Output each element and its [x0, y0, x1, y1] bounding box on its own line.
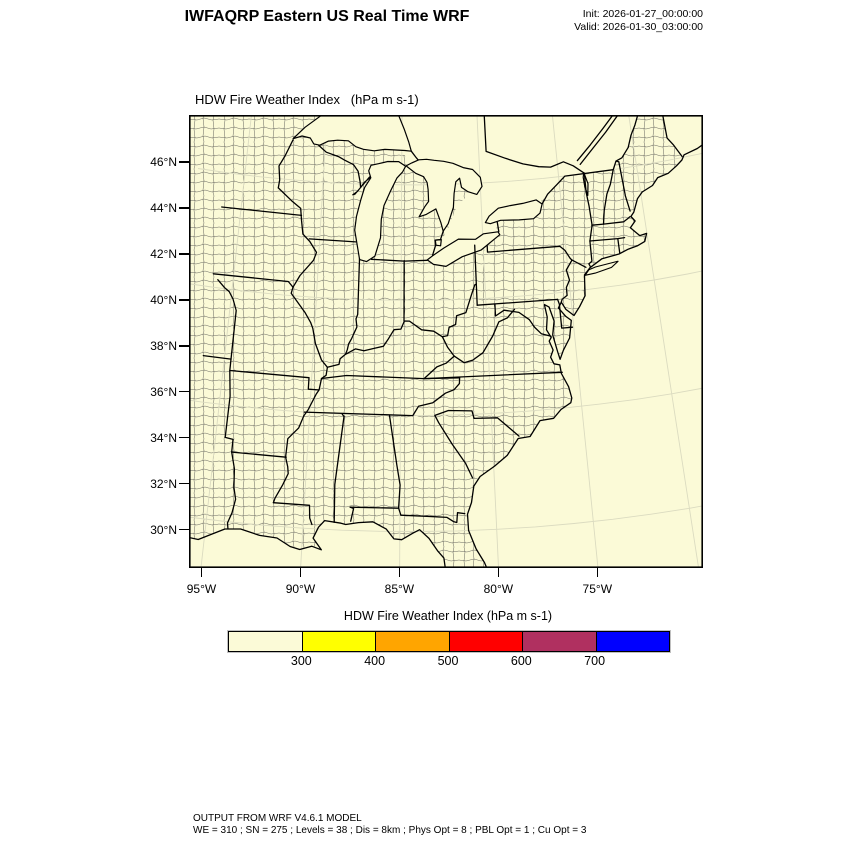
colorbar-segment — [449, 632, 523, 651]
lon-tick — [596, 568, 599, 577]
lat-tick-label: 42°N — [150, 246, 177, 261]
lat-tick — [179, 436, 189, 439]
colorbar-segment — [523, 632, 597, 651]
footer-line2: WE = 310 ; SN = 275 ; Levels = 38 ; Dis … — [193, 825, 587, 837]
lon-tick-label: 85°W — [384, 582, 415, 596]
lon-tick-label: 90°W — [285, 582, 316, 596]
colorbar-segment — [376, 632, 450, 651]
colorbar-tick-label: 700 — [584, 654, 606, 668]
colorbar-segment — [229, 632, 303, 651]
colorbar-segment — [302, 632, 376, 651]
lat-tick — [179, 298, 189, 301]
page-title: IWFAQRP Eastern US Real Time WRF — [184, 8, 470, 25]
lat-tick-label: 44°N — [150, 200, 177, 215]
lat-tick — [179, 482, 189, 485]
lon-tick — [398, 568, 401, 577]
map-figure — [189, 115, 703, 568]
lat-tick-label: 34°N — [150, 430, 177, 445]
lon-tick — [497, 568, 500, 577]
lon-tick — [200, 568, 203, 577]
lat-tick-label: 30°N — [150, 522, 177, 537]
colorbar-tick-label: 600 — [510, 654, 532, 668]
lat-tick — [179, 207, 189, 209]
lon-tick-label: 80°W — [483, 582, 514, 596]
lat-tick — [179, 252, 189, 255]
lat-tick-label: 38°N — [150, 338, 177, 353]
colorbar-tick-label: 400 — [364, 654, 386, 668]
colorbar — [227, 630, 671, 653]
lat-tick-label: 40°N — [150, 292, 177, 307]
colorbar-tick-label: 500 — [437, 654, 459, 668]
footer-note: OUTPUT FROM WRF V4.6.1 MODEL WE = 310 ; … — [193, 813, 586, 838]
footer-line1: OUTPUT FROM WRF V4.6.1 MODEL — [193, 813, 362, 824]
valid-time-label: Valid: 2026-01-30_03:00:00 — [574, 20, 703, 33]
colorbar-title: HDW Fire Weather Index (hPa m s-1) — [343, 609, 553, 623]
lon-tick-label: 75°W — [582, 582, 613, 596]
map-title: HDW Fire Weather Index (hPa m s-1) — [195, 92, 419, 107]
lat-tick-label: 32°N — [150, 476, 177, 491]
lat-tick — [179, 344, 189, 347]
lat-tick — [179, 528, 189, 531]
lon-tick-label: 95°W — [186, 582, 217, 596]
lat-tick — [179, 390, 189, 393]
colorbar-tick-label: 300 — [290, 654, 312, 668]
lat-tick-label: 36°N — [150, 384, 177, 399]
init-time-label: Init: 2026-01-27_00:00:00 — [582, 8, 703, 20]
lat-tick — [179, 161, 189, 163]
lat-tick-label: 46°N — [150, 154, 177, 169]
run-info: Init: 2026-01-27_00:00:00 Valid: 2026-01… — [574, 8, 703, 33]
colorbar-segment — [596, 632, 669, 651]
lon-tick — [299, 568, 302, 577]
